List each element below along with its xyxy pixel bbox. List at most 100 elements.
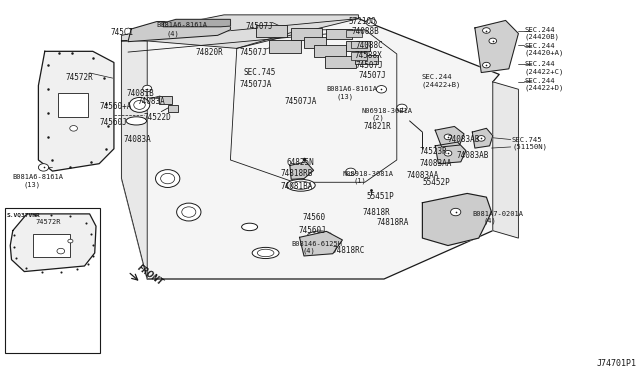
Text: (51150N): (51150N) <box>512 144 547 150</box>
Ellipse shape <box>366 19 376 26</box>
Polygon shape <box>422 193 492 246</box>
Text: 74560: 74560 <box>303 213 326 222</box>
Text: 74507J: 74507J <box>246 22 273 31</box>
Text: 74818RB: 74818RB <box>280 169 313 178</box>
Text: 74522D: 74522D <box>144 113 172 122</box>
Ellipse shape <box>161 173 175 184</box>
Text: 74818R: 74818R <box>363 208 390 217</box>
Text: 74088B: 74088B <box>352 27 380 36</box>
Ellipse shape <box>376 86 387 93</box>
Ellipse shape <box>287 179 315 191</box>
Ellipse shape <box>346 168 356 176</box>
Text: 74523R: 74523R <box>419 147 447 156</box>
Text: 74081BA: 74081BA <box>280 182 313 190</box>
Text: (24422+D): (24422+D) <box>525 85 564 91</box>
Text: 74083A: 74083A <box>138 97 165 106</box>
Text: SEC.244: SEC.244 <box>525 78 556 84</box>
Ellipse shape <box>444 150 452 156</box>
Bar <box>325 56 356 68</box>
Ellipse shape <box>156 170 180 187</box>
Text: SEC.745: SEC.745 <box>512 137 543 143</box>
Text: S.VQ37VHR: S.VQ37VHR <box>7 213 41 218</box>
Bar <box>33 234 70 257</box>
Text: (4): (4) <box>484 218 497 224</box>
Text: 74560J: 74560J <box>99 118 127 127</box>
Bar <box>256 25 287 37</box>
Text: B081A7-0201A: B081A7-0201A <box>472 211 524 217</box>
Ellipse shape <box>68 239 73 243</box>
Ellipse shape <box>257 249 274 257</box>
Bar <box>351 52 367 60</box>
Text: B081A6-8161A: B081A6-8161A <box>157 22 208 28</box>
Text: J74701P1: J74701P1 <box>596 359 637 368</box>
Text: 74507J: 74507J <box>358 71 386 80</box>
Polygon shape <box>163 19 230 27</box>
Bar <box>346 41 370 51</box>
Text: (13): (13) <box>23 182 40 188</box>
Bar <box>269 40 301 53</box>
Text: 74507JA: 74507JA <box>240 80 273 89</box>
Text: (24420+A): (24420+A) <box>525 49 564 56</box>
Polygon shape <box>122 19 499 279</box>
Bar <box>351 41 367 48</box>
Text: 74081B: 74081B <box>127 89 154 98</box>
Polygon shape <box>435 126 464 147</box>
Polygon shape <box>290 162 314 179</box>
Polygon shape <box>435 142 466 164</box>
Ellipse shape <box>252 247 279 259</box>
Text: B08146-6125H: B08146-6125H <box>291 241 342 247</box>
Text: FRONT: FRONT <box>136 263 165 287</box>
Bar <box>355 55 378 64</box>
Ellipse shape <box>444 134 452 140</box>
Ellipse shape <box>143 85 152 92</box>
Text: 74818RA: 74818RA <box>377 218 410 227</box>
Text: (4): (4) <box>166 31 179 37</box>
Text: 74588X: 74588X <box>355 51 382 60</box>
Text: (24420B): (24420B) <box>525 33 560 40</box>
Text: 74572R: 74572R <box>65 73 93 81</box>
Polygon shape <box>493 82 518 238</box>
Text: (24422+B): (24422+B) <box>421 81 461 87</box>
Ellipse shape <box>477 135 485 141</box>
Ellipse shape <box>483 62 490 68</box>
Text: (24422+C): (24422+C) <box>525 68 564 74</box>
Text: (1): (1) <box>353 178 366 184</box>
Ellipse shape <box>177 203 201 221</box>
Polygon shape <box>122 15 358 48</box>
Text: 74507JA: 74507JA <box>285 97 317 106</box>
Ellipse shape <box>312 233 328 240</box>
Bar <box>168 105 178 112</box>
Ellipse shape <box>291 181 310 189</box>
Polygon shape <box>122 41 147 279</box>
Ellipse shape <box>397 104 407 112</box>
Polygon shape <box>475 20 518 73</box>
Bar <box>58 93 88 117</box>
Text: SEC.244: SEC.244 <box>525 61 556 67</box>
Text: B081A6-8161A: B081A6-8161A <box>326 86 378 92</box>
Text: 74088C: 74088C <box>356 41 383 50</box>
Ellipse shape <box>182 207 196 217</box>
Bar <box>326 29 352 39</box>
Bar <box>346 30 362 37</box>
Text: 57210Q: 57210Q <box>349 17 376 26</box>
Text: SEC.244: SEC.244 <box>421 74 452 80</box>
Text: (2): (2) <box>371 115 384 121</box>
Text: 74820R: 74820R <box>195 48 223 57</box>
Polygon shape <box>300 231 342 256</box>
Text: 745C1: 745C1 <box>110 28 133 37</box>
Ellipse shape <box>57 248 65 254</box>
Text: (4): (4) <box>302 248 315 254</box>
Bar <box>314 45 346 57</box>
Bar <box>291 28 322 40</box>
Text: 74507J: 74507J <box>240 48 268 57</box>
Polygon shape <box>38 51 114 171</box>
Text: 55452P: 55452P <box>422 178 450 187</box>
Text: SEC.745: SEC.745 <box>243 68 276 77</box>
Bar <box>5 208 100 353</box>
Bar <box>159 96 172 104</box>
Text: B081A6-8161A: B081A6-8161A <box>13 174 64 180</box>
Ellipse shape <box>38 164 49 171</box>
Text: N08918-3081A: N08918-3081A <box>342 171 394 177</box>
Ellipse shape <box>70 126 77 131</box>
Ellipse shape <box>242 223 258 231</box>
